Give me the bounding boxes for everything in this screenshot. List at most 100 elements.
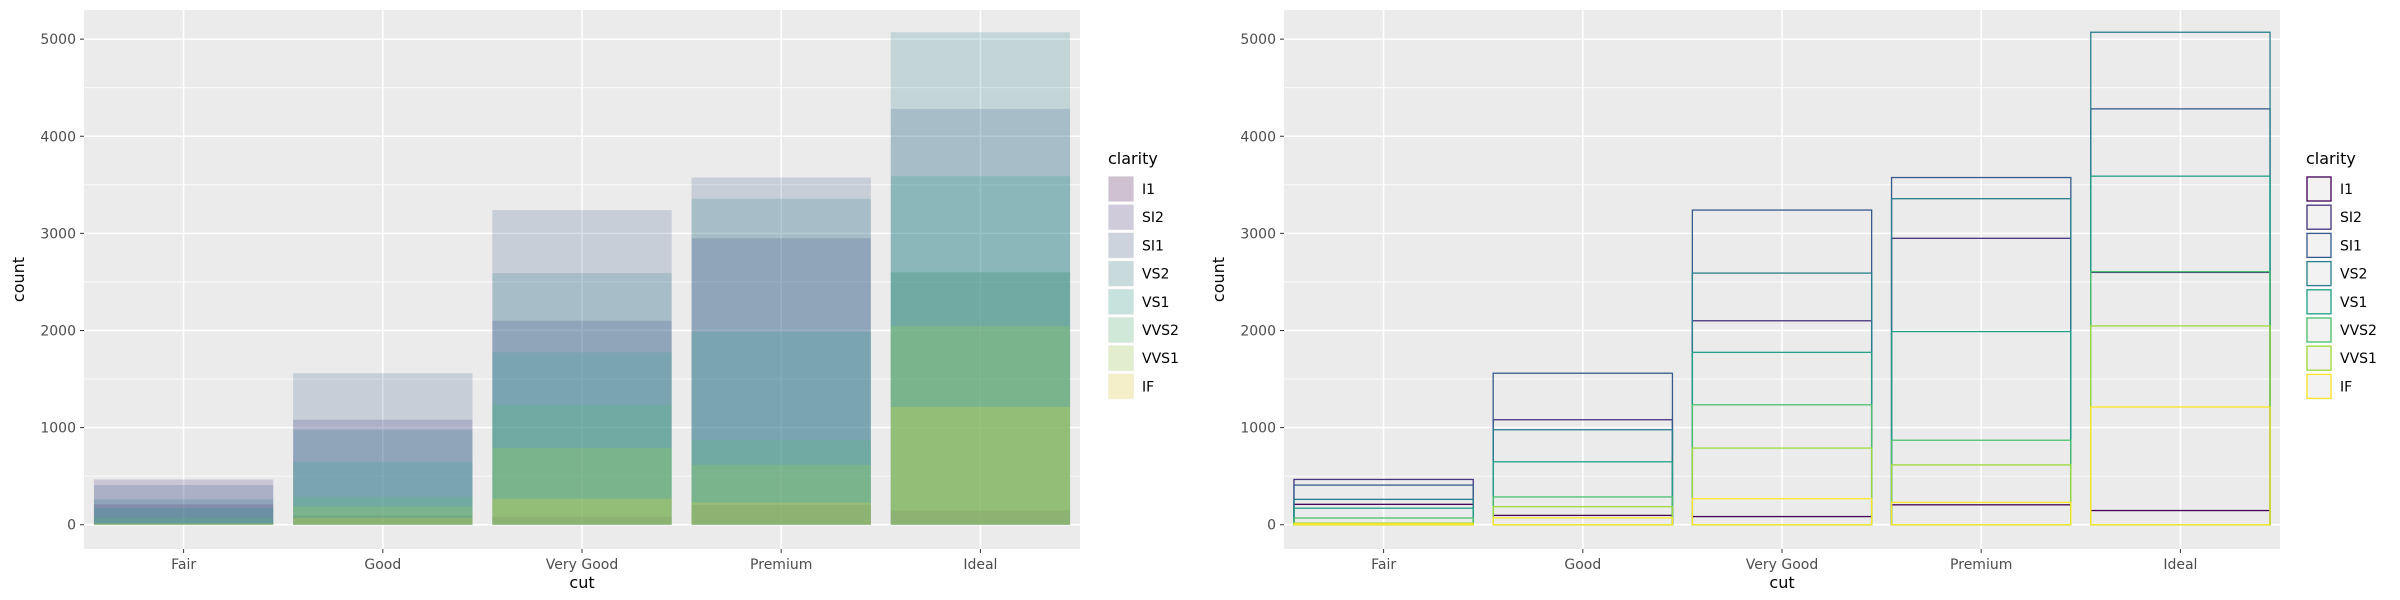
bar-vs1-very-good	[492, 352, 672, 525]
legend: clarity I1 SI2 SI1 VS2 VS1 VVS2 VVS1 IF	[2306, 149, 2377, 400]
x-axis-title: cut	[1769, 573, 1794, 592]
legend-key-bg	[1108, 204, 1134, 231]
bar-vs2-good	[293, 429, 473, 525]
bar-i1-ideal	[890, 510, 1071, 525]
bar-i1-fair	[93, 504, 274, 525]
bar-vvs1-fair	[93, 523, 274, 525]
legend-key-bg	[1108, 232, 1134, 259]
bar-si2-fair	[93, 479, 274, 525]
legend-label-vvs2: VVS2	[1142, 323, 1179, 339]
bar-vs2-fair	[93, 499, 274, 525]
legend-label-si1: SI1	[2340, 238, 2362, 254]
chart-left: 0 1000 2000 3000 4000 5000 Fair Good Very Good Pr…	[9, 10, 1179, 592]
legend-label-si2: SI2	[2340, 210, 2362, 226]
bar-if-very-good	[1691, 498, 1873, 526]
bar-vvs2-very-good	[492, 404, 672, 525]
legend-key-bg	[2306, 176, 2332, 202]
legend-key-bg	[1108, 288, 1134, 315]
y-tick-label: 4000	[1240, 129, 1276, 145]
bar-vvs2-ideal	[890, 271, 1071, 525]
chart-right: 0 1000 2000 3000 4000 5000 Fair Good Very Good Pr…	[1209, 10, 2377, 592]
bar-si2-very-good	[492, 320, 672, 525]
legend-swatch-vs1	[2306, 289, 2332, 315]
bar-if-good	[1492, 517, 1674, 526]
x-axis-title: cut	[569, 573, 594, 592]
legend-label-if: IF	[1142, 379, 1154, 395]
y-tick-label: 5000	[40, 32, 76, 48]
bar-vs1-fair	[93, 508, 274, 525]
x-tick-label-good: Good	[364, 557, 401, 573]
y-tick-label: 4000	[40, 129, 76, 145]
legend-key-bg	[1108, 176, 1134, 202]
x-tick-label-premium: Premium	[1950, 557, 2012, 573]
legend-label-if: IF	[2340, 379, 2352, 395]
bar-vs1-good	[293, 461, 473, 525]
legend-key-bg	[2306, 204, 2332, 231]
legend-label-vvs1: VVS1	[1142, 351, 1179, 367]
legend-swatch-si1	[2306, 232, 2332, 259]
y-tick-label: 2000	[1240, 323, 1276, 339]
legend-title: clarity	[1108, 149, 1158, 168]
bar-if-ideal	[890, 407, 1071, 525]
legend-swatch-if	[2306, 373, 2332, 400]
bar-si2-good	[293, 419, 473, 525]
bar-if-good	[293, 517, 473, 525]
y-tick-label: 1000	[40, 421, 76, 437]
bar-if-premium	[1890, 501, 2072, 526]
legend-label-vs1: VS1	[1142, 295, 1169, 311]
bar-i1-very-good	[492, 516, 672, 525]
bars	[1293, 31, 2271, 526]
legend-label-i1: I1	[2340, 182, 2353, 198]
bar-i1-premium	[691, 504, 871, 525]
legend-label-si1: SI1	[1142, 238, 1164, 254]
legend-key-bg	[1108, 317, 1134, 343]
y-tick-label: 5000	[1240, 32, 1276, 48]
legend-label-vs2: VS2	[1142, 267, 1169, 283]
legend-swatch-vvs2	[2306, 317, 2332, 343]
x-tick-label-ideal: Ideal	[2163, 557, 2197, 573]
x-tick-label-premium: Premium	[750, 557, 812, 573]
y-tick-label: 0	[1267, 518, 1276, 534]
legend-key-bg	[1108, 260, 1134, 287]
legend-label-vvs1: VVS1	[2340, 351, 2377, 367]
bar-si1-good	[293, 373, 473, 525]
x-tick-label-fair: Fair	[1371, 557, 1396, 573]
legend-swatch-i1	[1108, 176, 1134, 202]
x-tick-label-good: Good	[1564, 557, 1601, 573]
bar-if-fair	[93, 523, 274, 525]
bars	[93, 32, 1071, 525]
legend-key-bg	[2306, 317, 2332, 343]
bar-vvs2-fair	[93, 518, 274, 525]
bar-vs1-premium	[691, 331, 871, 525]
legend-key-bg	[1108, 345, 1134, 372]
bar-si1-very-good	[492, 210, 672, 525]
legend-swatch-vvs1	[2306, 345, 2332, 371]
legend-key-bg	[2306, 232, 2332, 259]
legend-label-vs2: VS2	[2340, 267, 2367, 283]
bar-si1-ideal	[890, 108, 1071, 525]
bar-if-very-good	[492, 498, 672, 525]
bar-vs2-ideal	[890, 32, 1071, 525]
legend-swatch-vs2	[2306, 260, 2332, 287]
legend-swatch-vvs2	[1108, 317, 1134, 343]
bar-vs2-very-good	[492, 273, 672, 525]
bar-i1-good	[293, 515, 473, 525]
legend-key-bg	[1108, 373, 1134, 400]
x-tick-label-fair: Fair	[171, 557, 196, 573]
y-tick-label: 3000	[40, 226, 76, 242]
x-tick-label-very-good: Very Good	[546, 557, 618, 573]
legend-swatch-vs2	[1108, 261, 1134, 287]
y-tick-label: 3000	[1240, 226, 1276, 242]
legend-key-bg	[2306, 260, 2332, 287]
y-axis-title: count	[1209, 257, 1228, 302]
legend-swatch-i1	[2306, 176, 2332, 202]
y-tick-label: 2000	[40, 323, 76, 339]
legend-key-bg	[2306, 288, 2332, 315]
bar-vs1-ideal	[890, 176, 1071, 525]
bar-vvs1-premium	[691, 464, 871, 525]
legend-label-vs1: VS1	[2340, 295, 2367, 311]
bar-vs2-premium	[691, 198, 871, 525]
legend-label-si2: SI2	[1142, 210, 1164, 226]
legend-swatch-si1	[1108, 232, 1134, 258]
